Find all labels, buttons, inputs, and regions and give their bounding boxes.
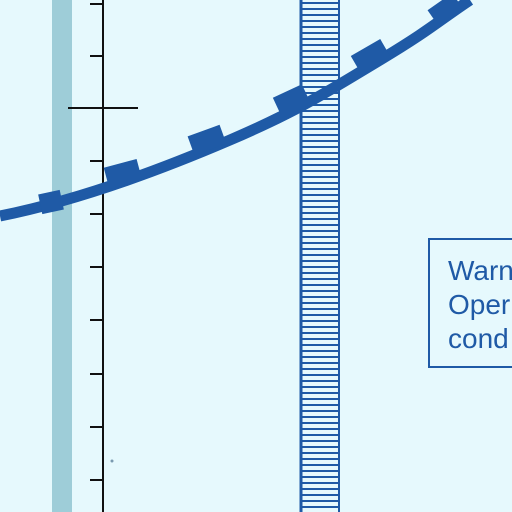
curve-marker — [272, 84, 312, 118]
curve-marker — [350, 38, 392, 76]
axis-ticks — [68, 3, 138, 481]
callout-line-2: Oper — [448, 289, 511, 320]
marker-dot — [110, 459, 114, 463]
light-vertical-band — [52, 0, 72, 512]
callout-line-3: cond — [448, 323, 509, 354]
callout-line-1: Warn — [448, 255, 512, 286]
hatched-vertical-band — [299, 0, 340, 512]
curve-marker — [38, 189, 64, 215]
curve-marker — [187, 124, 227, 156]
curve-marker — [103, 158, 143, 190]
warning-callout-box: Warn Oper cond — [428, 238, 512, 368]
curve-marker — [427, 0, 463, 25]
curve-markers — [38, 0, 463, 215]
